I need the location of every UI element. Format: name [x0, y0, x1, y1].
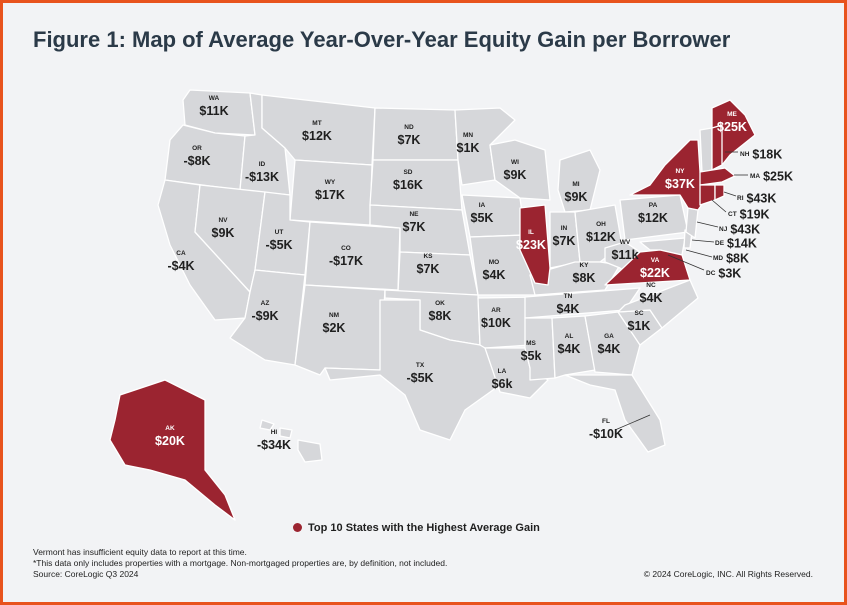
label-NE: NE $7K: [402, 211, 426, 234]
state-AZ: [229, 269, 306, 366]
leader-DE: [691, 239, 715, 243]
label-OH: OH $12K: [586, 221, 616, 244]
state-AL: [551, 315, 596, 379]
label-DE: DE $14K: [715, 236, 757, 251]
label-MA: MA $25K: [750, 169, 793, 184]
label-IA: IA $5K: [470, 202, 494, 225]
state-FL: [564, 374, 666, 453]
figure-title: Figure 1: Map of Average Year-Over-Year …: [33, 27, 731, 52]
label-GA: GA $4K: [597, 333, 621, 356]
state-AK-hi: [109, 379, 236, 521]
label-KS: KS $7K: [416, 253, 440, 276]
leader-DC: [667, 254, 705, 271]
state-TX: [324, 299, 506, 441]
state-GA: [584, 311, 641, 376]
legend-swatch-icon: [293, 523, 302, 532]
label-IL: IL $23K: [516, 229, 546, 252]
label-WY: WY $17K: [315, 179, 345, 202]
state-RI: [714, 184, 725, 201]
label-OK: OK $8K: [428, 300, 452, 323]
label-OR: OR -$8K: [183, 145, 211, 168]
label-MI: MI $9K: [564, 181, 588, 204]
label-SC: SC $1K: [627, 310, 651, 333]
label-DC: DC $3K: [706, 266, 742, 281]
label-NY: NY $37K: [665, 168, 695, 191]
leader-NJ: [696, 221, 719, 228]
label-NM: NM $2K: [322, 312, 346, 335]
label-MT: MT $12K: [302, 120, 332, 143]
state-MA: [699, 167, 736, 186]
label-MS: MS $5k: [520, 340, 542, 363]
label-AR: AR $10K: [481, 307, 511, 330]
label-MO: MO $4K: [482, 259, 506, 282]
footnotes: Vermont has insufficient equity data to …: [33, 547, 447, 580]
footnote-source: Source: CoreLogic Q3 2024: [33, 569, 139, 579]
label-WA: WA $11K: [199, 95, 229, 118]
state-IL: [519, 204, 551, 286]
label-PA: PA $12K: [638, 202, 668, 225]
label-NH: NH $18K: [740, 147, 783, 162]
state-HI-3: [297, 439, 323, 463]
label-IN: IN $7K: [552, 225, 576, 248]
label-RI: RI $43K: [737, 191, 777, 206]
legend-label: Top 10 States with the Highest Average G…: [308, 522, 540, 534]
label-AL: AL $4K: [557, 333, 581, 356]
label-TN: TN $4K: [556, 293, 580, 316]
label-CA: CA -$4K: [167, 250, 195, 273]
label-ME: ME $25K: [717, 111, 747, 134]
label-AK: AK $20K: [155, 425, 185, 448]
label-WV: WV $11k: [611, 239, 639, 262]
state-HI-2: [279, 427, 293, 439]
label-ID: ID -$13K: [244, 161, 280, 184]
label-HI: HI -$34K: [256, 429, 292, 452]
state-CT: [699, 184, 716, 206]
footnote-vermont: Vermont has insufficient equity data to …: [33, 547, 247, 557]
leader-MD: [685, 249, 713, 258]
copyright: © 2024 CoreLogic, INC. All Rights Reserv…: [643, 569, 813, 579]
state-WI: [489, 139, 551, 201]
state-HI-1: [259, 419, 275, 431]
label-CT: CT $19K: [728, 207, 770, 222]
label-SD: SD $16K: [393, 169, 423, 192]
label-KY: KY $8K: [572, 262, 596, 285]
label-AZ: AZ -$9K: [251, 300, 279, 323]
label-MN: MN $1K: [456, 132, 480, 155]
label-ND: ND $7K: [397, 124, 421, 147]
label-NC: NC $4K: [639, 282, 663, 305]
leader-FL: [614, 414, 651, 431]
label-CO: CO -$17K: [328, 245, 364, 268]
label-TX: TX -$5K: [406, 362, 434, 385]
footnote-mortgage: *This data only includes properties with…: [33, 558, 448, 568]
state-VA: [604, 249, 691, 286]
label-WI: WI $9K: [503, 159, 527, 182]
label-FL: FL -$10K: [588, 418, 624, 441]
label-NJ: NJ $43K: [719, 222, 761, 237]
label-UT: UT -$5K: [265, 229, 293, 252]
leader-RI: [723, 191, 737, 197]
state-VT: [699, 127, 713, 173]
state-NJ: [685, 207, 699, 239]
label-LA: LA $6k: [491, 368, 513, 391]
label-NV: NV $9K: [211, 217, 235, 240]
label-VA: VA $22K: [640, 257, 670, 280]
leader-CT: [711, 199, 727, 213]
legend: Top 10 States with the Highest Average G…: [293, 522, 540, 534]
label-MD: MD $8K: [713, 251, 750, 266]
state-NH: [711, 124, 723, 171]
